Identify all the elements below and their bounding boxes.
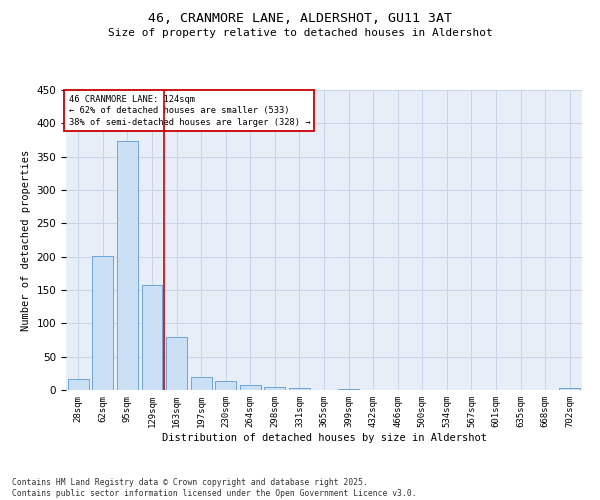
Bar xyxy=(265,386,286,390)
Text: 46, CRANMORE LANE, ALDERSHOT, GU11 3AT: 46, CRANMORE LANE, ALDERSHOT, GU11 3AT xyxy=(148,12,452,26)
Bar xyxy=(289,388,310,390)
Bar xyxy=(92,256,113,390)
Text: 46 CRANMORE LANE: 124sqm
← 62% of detached houses are smaller (533)
38% of semi-: 46 CRANMORE LANE: 124sqm ← 62% of detach… xyxy=(68,94,310,127)
Bar xyxy=(68,380,89,390)
Bar xyxy=(559,388,580,390)
Bar xyxy=(117,140,138,390)
Text: Contains HM Land Registry data © Crown copyright and database right 2025.
Contai: Contains HM Land Registry data © Crown c… xyxy=(12,478,416,498)
Bar xyxy=(215,382,236,390)
Bar xyxy=(191,378,212,390)
Bar xyxy=(142,284,163,390)
Bar xyxy=(166,338,187,390)
Y-axis label: Number of detached properties: Number of detached properties xyxy=(21,150,31,330)
Bar xyxy=(240,386,261,390)
Bar xyxy=(338,388,359,390)
X-axis label: Distribution of detached houses by size in Aldershot: Distribution of detached houses by size … xyxy=(161,432,487,442)
Text: Size of property relative to detached houses in Aldershot: Size of property relative to detached ho… xyxy=(107,28,493,38)
